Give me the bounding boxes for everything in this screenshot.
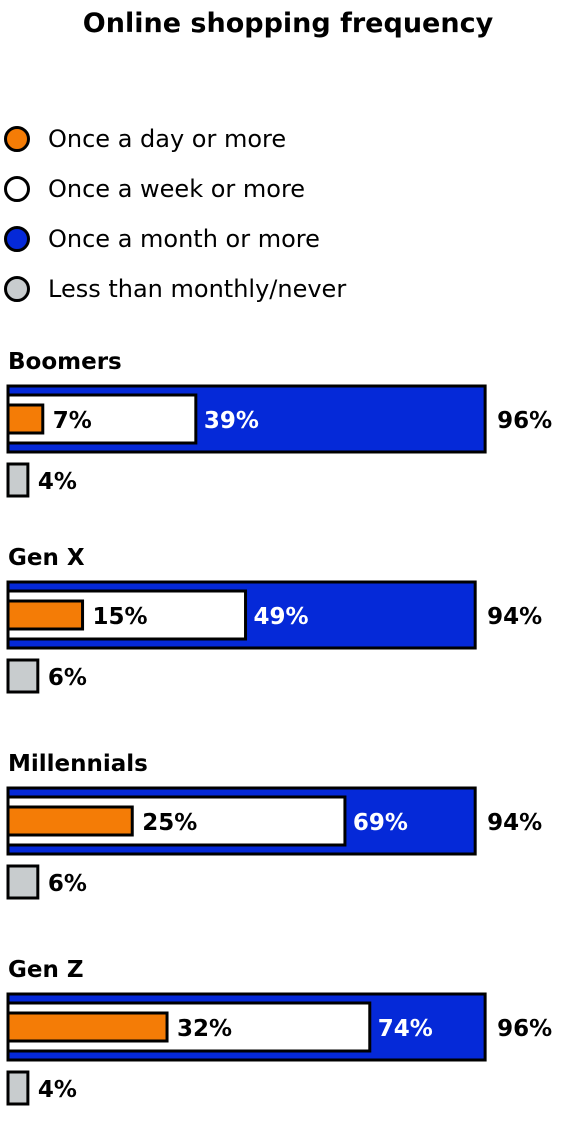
- label-weekly-millennials: 69%: [353, 810, 408, 836]
- label-weekly-boomers: 39%: [204, 408, 259, 434]
- legend-swatch-monthly: [4, 226, 30, 252]
- bar-never-millennials: [6, 864, 40, 900]
- label-monthly-boomers: 96%: [497, 408, 552, 434]
- label-monthly-gen-z: 96%: [497, 1016, 552, 1042]
- legend-item-daily: Once a day or more: [4, 114, 346, 164]
- legend-label-never: Less than monthly/never: [48, 275, 347, 303]
- bar-daily-gen-x: [6, 599, 85, 631]
- legend-swatch-daily: [4, 126, 30, 152]
- label-daily-millennials: 25%: [142, 810, 197, 836]
- label-daily-gen-z: 32%: [177, 1016, 232, 1042]
- group-label-gen-z: Gen Z: [8, 957, 84, 983]
- bar-daily-millennials: [6, 805, 134, 837]
- legend-item-monthly: Once a month or more: [4, 214, 346, 264]
- group-label-gen-x: Gen X: [8, 545, 85, 571]
- label-monthly-millennials: 94%: [487, 810, 542, 836]
- label-daily-gen-x: 15%: [93, 604, 148, 630]
- bar-daily-boomers: [6, 403, 45, 435]
- legend-label-monthly: Once a month or more: [48, 225, 320, 253]
- label-never-millennials: 6%: [48, 871, 87, 897]
- label-weekly-gen-x: 49%: [254, 604, 309, 630]
- legend-item-never: Less than monthly/never: [4, 264, 346, 314]
- label-monthly-gen-x: 94%: [487, 604, 542, 630]
- bar-daily-gen-z: [6, 1011, 169, 1043]
- label-daily-boomers: 7%: [53, 408, 92, 434]
- legend: Once a day or more Once a week or more O…: [4, 114, 346, 314]
- bar-never-gen-x: [6, 658, 40, 694]
- label-never-gen-z: 4%: [38, 1077, 77, 1103]
- bar-never-boomers: [6, 462, 30, 498]
- legend-swatch-weekly: [4, 176, 30, 202]
- legend-label-weekly: Once a week or more: [48, 175, 306, 203]
- legend-item-weekly: Once a week or more: [4, 164, 346, 214]
- label-never-gen-x: 6%: [48, 665, 87, 691]
- bar-never-gen-z: [6, 1070, 30, 1106]
- legend-swatch-never: [4, 276, 30, 302]
- label-weekly-gen-z: 74%: [378, 1016, 433, 1042]
- chart-title: Online shopping frequency: [82, 8, 494, 39]
- group-label-boomers: Boomers: [8, 349, 122, 375]
- label-never-boomers: 4%: [38, 469, 77, 495]
- legend-label-daily: Once a day or more: [48, 125, 287, 153]
- group-label-millennials: Millennials: [8, 751, 148, 777]
